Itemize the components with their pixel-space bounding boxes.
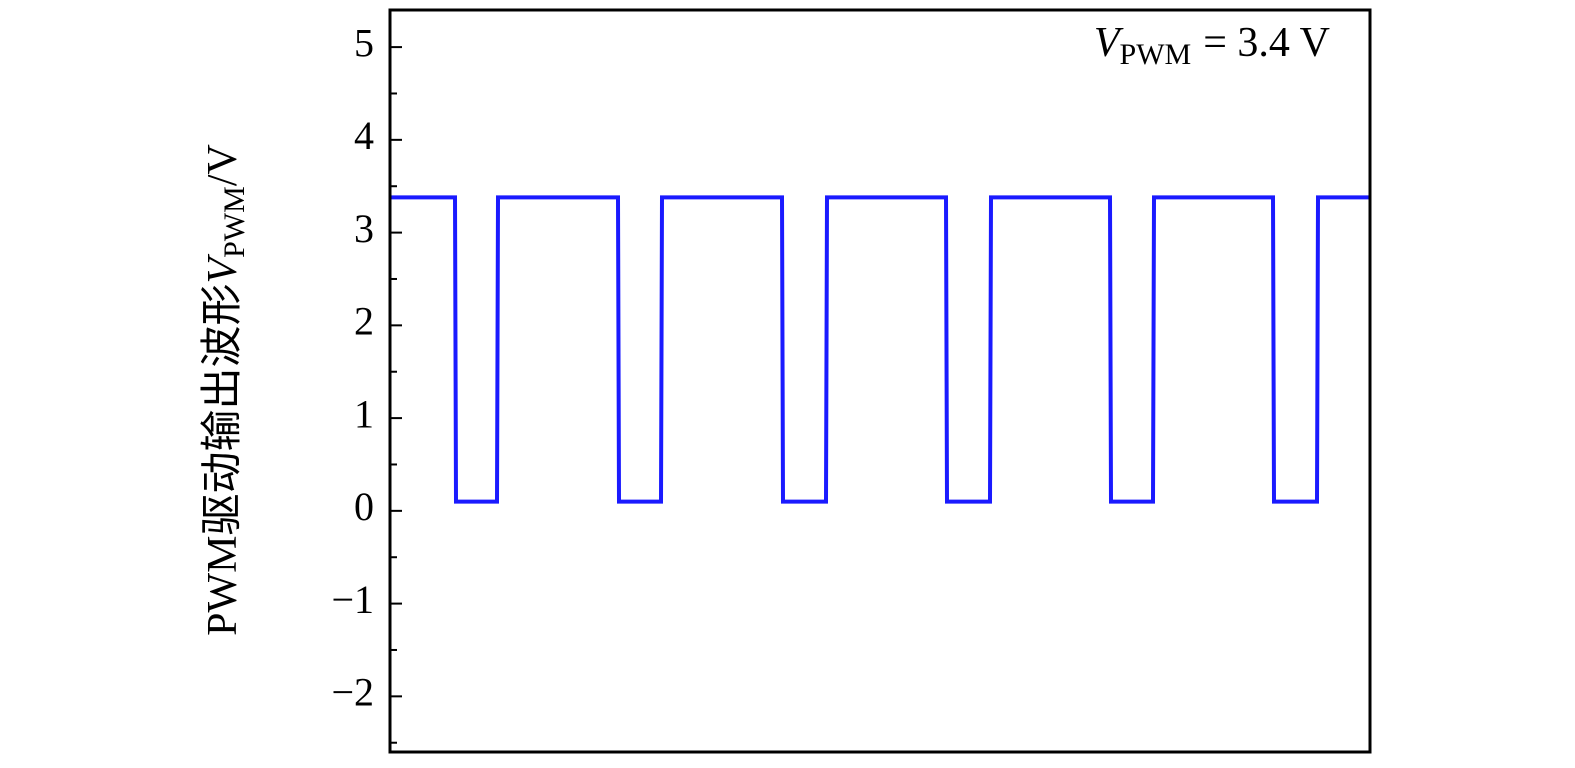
y-tick-label: −2: [331, 670, 374, 715]
plot-frame: [388, 8, 1372, 754]
annotation-subscript: PWM: [1120, 38, 1192, 71]
y-tick-label: 3: [354, 206, 374, 251]
y-axis-label: PWM驱动输出波形VPWM/V: [200, 144, 251, 636]
y-label-subscript: PWM: [218, 186, 251, 258]
y-label-text: PWM驱动输出波形: [200, 283, 246, 635]
data-line: [390, 195, 1370, 504]
y-tick-label: 5: [354, 20, 374, 65]
annotation-text: = 3.4 V: [1203, 20, 1330, 66]
y-label-unit: /V: [200, 144, 246, 186]
annotation-symbol: V: [1094, 20, 1124, 66]
y-label-symbol: V: [200, 253, 246, 283]
y-tick-label: 4: [354, 113, 374, 158]
y-tick-label: 1: [354, 391, 374, 436]
annotation: VPWM = 3.4 V: [1094, 20, 1330, 71]
y-tick-label: 0: [354, 484, 374, 529]
y-tick-label: −1: [331, 577, 374, 622]
y-tick-label: 2: [354, 299, 374, 344]
